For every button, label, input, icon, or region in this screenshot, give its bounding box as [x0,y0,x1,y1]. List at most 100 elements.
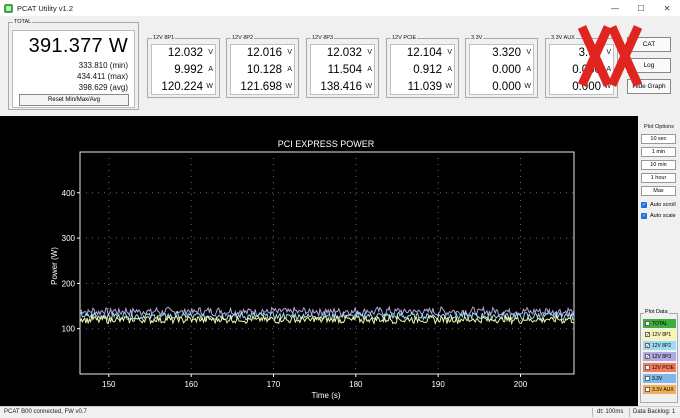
plot-data-item-label: TOTAL [652,320,668,327]
x-tick-label: 200 [514,380,528,389]
unchecked-checkbox-icon[interactable] [645,365,650,370]
unchecked-checkbox-icon[interactable] [645,387,650,392]
rail-watts-row: 120.224 W [152,79,217,95]
series-line [79,314,575,326]
rail-group-12v-pcie: 12V PCIE 12.104 V 0.912 A 11.039 W [386,34,459,98]
rail-group-3-3v: 3.3V 3.320 V 0.000 A 0.000 W [465,34,538,98]
rail-readout: 3.320 V 0.000 A 0.000 W [469,44,534,95]
rail-legend: 12V 8P1 [152,34,176,42]
rail-amps-row: 0.000 A [470,62,535,78]
watts-unit: W [365,83,372,90]
rail-volts-row: 12.016 V [231,45,296,61]
volts-unit: V [447,49,452,56]
rail-legend: 12V 8P2 [231,34,255,42]
rail-amps-value: 11.504 [327,64,362,76]
auto-scale-checkbox[interactable]: ✓ Auto scale [641,211,676,220]
options-panel: Plot Options 10 sec 1 min 10 min 1 hour … [638,116,680,406]
rail-watts-value: 138.416 [320,81,362,93]
status-separator [629,408,630,417]
total-power-value: 391.377 W [28,35,128,57]
amps-unit: A [367,66,372,73]
plot-options-title: Plot Options [644,124,674,130]
range-10-sec-button[interactable]: 10 sec [641,134,676,144]
volts-unit: V [287,49,292,56]
title-bar: PCAT Utility v1.2 — ☐ ✕ [0,0,680,16]
rail-watts-row: 121.698 W [231,79,296,95]
hide-graph-button[interactable]: Hide Graph [627,79,671,94]
rail-watts-value: 0.000 [572,81,601,93]
plot-data-group: Plot Data TOTAL ✓ 12V 8P1 ✓ 12V 8P2 ✓ 12V 8P3 1… [640,309,678,403]
rail-volts-value: 3.39 [578,47,601,59]
watts-unit: W [285,83,292,90]
series-line [79,305,575,318]
plot-data-item[interactable]: 3.3V [643,374,676,383]
auto-scroll-label: Auto scroll [650,201,676,208]
cat-button[interactable]: CAT [627,37,671,52]
minimize-button[interactable]: — [611,3,619,13]
x-tick-label: 190 [431,380,445,389]
checked-checkbox-icon[interactable]: ✓ [645,332,650,337]
rail-amps-row: 11.504 A [311,62,376,78]
unchecked-checkbox-icon[interactable] [645,321,650,326]
x-tick-label: 170 [267,380,281,389]
y-tick-label: 300 [62,234,76,243]
series-line [79,310,575,322]
plot-data-item[interactable]: ✓ 12V 8P3 [643,352,676,361]
range-1-min-button[interactable]: 1 min [641,147,676,157]
checked-checkbox-icon[interactable]: ✓ [645,343,650,348]
auto-scroll-checkbox[interactable]: ✓ Auto scroll [641,200,676,209]
y-tick-label: 400 [62,189,76,198]
rail-group-12v-8p3: 12V 8P3 12.032 V 11.504 A 138.416 W [306,34,379,98]
rail-readout: 12.032 V 9.992 A 120.224 W [151,44,216,95]
amps-unit: A [287,66,292,73]
total-max-value: 434.411 (max) [77,72,128,81]
plot-data-item-label: 12V 8P1 [652,331,672,338]
graph-area[interactable]: PCI EXPRESS POWER Time (s) Power (W) 150… [0,116,638,406]
range-10-min-button[interactable]: 10 min [641,160,676,170]
total-avg-value: 398.629 (avg) [78,83,128,92]
reset-min-max-avg-button[interactable]: Reset Min/Max/Avg [19,94,129,106]
rail-legend: 12V PCIE [391,34,418,42]
amps-unit: A [526,66,531,73]
rail-watts-row: 11.039 W [391,79,456,95]
plot-data-item[interactable]: 12V PCIE [643,363,676,372]
rail-legend: 3.3V [470,34,484,42]
checkmark-icon: ✓ [641,212,647,219]
rail-readout: 12.016 V 10.128 A 121.698 W [230,44,295,95]
log-button[interactable]: Log [627,58,671,73]
rail-readout: 3.39 V 0.000 A 0.000 W [549,44,614,95]
data-backlog: Data Backlog: 1 [633,409,676,415]
range-max-button[interactable]: Max [641,186,676,196]
y-tick-label: 200 [62,279,76,288]
rail-readout: 12.032 V 11.504 A 138.416 W [310,44,375,95]
plot-data-item[interactable]: ✓ 12V 8P1 [643,330,676,339]
rail-watts-row: 0.000 W [470,79,535,95]
plot-data-item[interactable]: TOTAL [643,319,676,328]
rail-legend: 3.3V AUX [550,34,576,42]
power-chart: PCI EXPRESS POWER Time (s) Power (W) 150… [50,139,575,400]
rail-amps-value: 0.000 [492,64,521,76]
total-readout: 391.377 W 333.810 (min) 434.411 (max) 39… [12,30,135,108]
rail-volts-value: 12.016 [246,47,282,59]
plot-data-item[interactable]: ✓ 12V 8P2 [643,341,676,350]
rail-volts-row: 3.39 V [550,45,615,61]
rail-amps-value: 9.992 [174,64,203,76]
rail-amps-value: 0.912 [413,64,442,76]
unchecked-checkbox-icon[interactable] [645,376,650,381]
plot-data-item[interactable]: 3.3V AUX [643,385,676,394]
rail-volts-value: 12.104 [406,47,442,59]
range-1-hour-button[interactable]: 1 hour [641,173,676,183]
rail-amps-value: 10.128 [246,64,282,76]
rail-amps-row: 10.128 A [231,62,296,78]
plot-data-title: Plot Data [644,309,669,315]
watts-unit: W [604,83,611,90]
watts-unit: W [445,83,452,90]
rail-volts-row: 3.320 V [470,45,535,61]
maximize-button[interactable]: ☐ [637,3,645,13]
amps-unit: A [208,66,213,73]
close-button[interactable]: ✕ [663,3,671,13]
rail-volts-row: 12.032 V [152,45,217,61]
readings-panel: TOTAL 391.377 W 333.810 (min) 434.411 (m… [0,16,680,116]
checked-checkbox-icon[interactable]: ✓ [645,354,650,359]
sample-interval: dt: 100ms [597,409,624,415]
